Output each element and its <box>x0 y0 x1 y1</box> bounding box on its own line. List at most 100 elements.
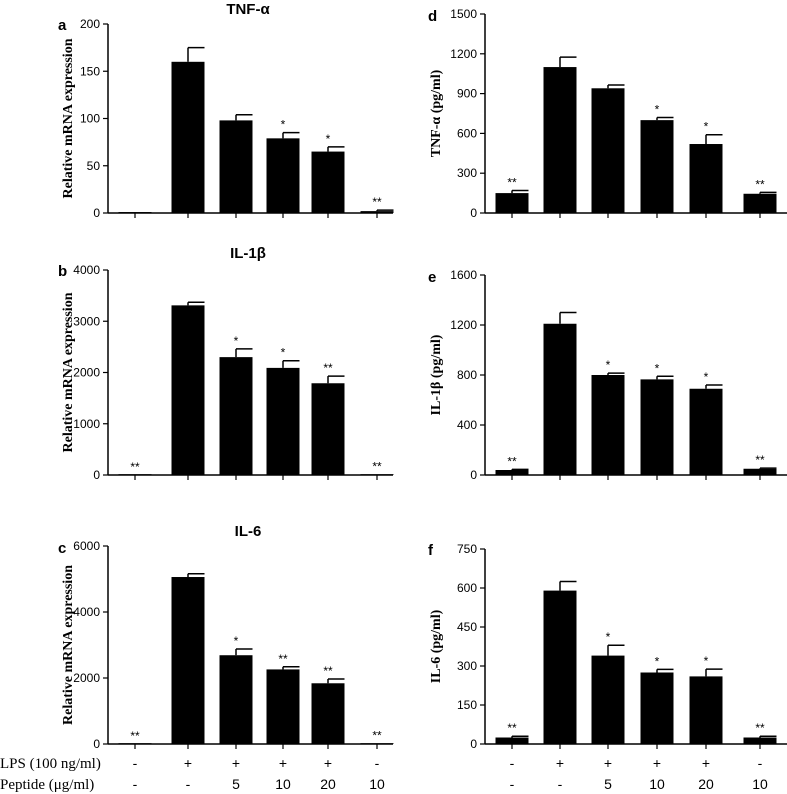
panel-letter: e <box>428 269 436 286</box>
condition-value: + <box>702 755 710 771</box>
panel-letter: a <box>58 17 67 34</box>
y-tick-label: 300 <box>457 659 477 673</box>
bar <box>266 138 300 213</box>
condition-value: 10 <box>369 776 385 792</box>
bar <box>591 88 625 213</box>
y-tick-label: 50 <box>87 159 101 173</box>
y-tick-label: 6000 <box>73 539 100 553</box>
y-tick-label: 1200 <box>450 47 477 61</box>
bar <box>640 120 674 213</box>
condition-value: 5 <box>232 776 240 792</box>
bar <box>219 655 253 744</box>
bar <box>360 743 394 744</box>
significance-marker: * <box>704 654 709 668</box>
significance-marker: * <box>281 118 286 132</box>
significance-marker: * <box>655 102 660 116</box>
bar <box>640 672 674 744</box>
y-tick-label: 1200 <box>450 318 477 332</box>
bar <box>360 474 394 475</box>
y-axis-label: Relative mRNA expression <box>61 292 76 452</box>
condition-row-label: LPS (100 ng/ml) <box>0 756 101 772</box>
y-tick-label: 4000 <box>73 605 100 619</box>
significance-marker: * <box>704 370 709 384</box>
y-tick-label: 600 <box>457 126 477 140</box>
condition-value: - <box>186 776 191 792</box>
condition-value: + <box>279 755 287 771</box>
y-tick-label: 0 <box>93 206 100 220</box>
bar <box>689 676 723 744</box>
panel-letter: c <box>58 540 66 557</box>
bar <box>219 120 253 213</box>
bar <box>543 590 577 744</box>
y-tick-label: 900 <box>457 87 477 101</box>
bar <box>171 305 205 475</box>
bar <box>171 61 205 213</box>
significance-marker: ** <box>130 729 140 743</box>
condition-value: + <box>324 755 332 771</box>
condition-value: - <box>510 755 515 771</box>
significance-marker: * <box>606 358 611 372</box>
y-tick-label: 0 <box>470 468 477 482</box>
y-tick-label: 750 <box>457 542 477 556</box>
condition-value: 20 <box>320 776 336 792</box>
bar <box>743 468 777 475</box>
y-tick-label: 1600 <box>450 268 477 282</box>
condition-value: + <box>184 755 192 771</box>
significance-marker: ** <box>278 652 288 666</box>
bar <box>495 193 529 213</box>
panel-letter: d <box>428 8 437 25</box>
significance-marker: * <box>234 334 239 348</box>
condition-value: + <box>556 755 564 771</box>
bar <box>266 669 300 744</box>
significance-marker: ** <box>372 459 382 473</box>
bar <box>543 67 577 213</box>
significance-marker: ** <box>507 721 517 735</box>
y-tick-label: 0 <box>470 737 477 751</box>
significance-marker: * <box>606 630 611 644</box>
y-tick-label: 2000 <box>73 366 100 380</box>
bar <box>360 211 394 213</box>
bar <box>689 144 723 213</box>
condition-row-label: Peptide (μg/ml) <box>0 777 94 793</box>
bar <box>219 357 253 475</box>
significance-marker: ** <box>372 195 382 209</box>
significance-marker: ** <box>755 453 765 467</box>
y-axis-label: IL-6 (pg/ml) <box>429 609 444 683</box>
y-tick-label: 400 <box>457 418 477 432</box>
y-tick-label: 0 <box>93 737 100 751</box>
bar <box>591 375 625 475</box>
significance-marker: ** <box>130 460 140 474</box>
panel-letter: f <box>428 542 434 559</box>
panel-title: IL-6 <box>235 523 262 540</box>
y-axis-label: Relative mRNA expression <box>61 565 76 725</box>
y-tick-label: 300 <box>457 166 477 180</box>
significance-marker: ** <box>755 721 765 735</box>
y-axis-label: IL-1β (pg/ml) <box>429 334 444 415</box>
significance-marker: * <box>655 361 660 375</box>
y-axis-label: TNF-α (pg/ml) <box>429 69 444 157</box>
y-tick-label: 150 <box>457 698 477 712</box>
condition-value: - <box>133 755 138 771</box>
bar <box>118 743 152 744</box>
bar <box>689 388 723 475</box>
condition-value: - <box>510 776 515 792</box>
significance-marker: * <box>326 132 331 146</box>
y-tick-label: 200 <box>80 17 100 31</box>
y-tick-label: 2000 <box>73 671 100 685</box>
bar <box>743 737 777 744</box>
y-tick-label: 600 <box>457 581 477 595</box>
y-axis-label: Relative mRNA expression <box>61 38 76 198</box>
condition-value: 20 <box>698 776 714 792</box>
y-tick-label: 1500 <box>450 7 477 21</box>
significance-marker: ** <box>755 177 765 191</box>
significance-marker: ** <box>507 175 517 189</box>
condition-value: + <box>604 755 612 771</box>
bar <box>743 193 777 213</box>
panel-letter: b <box>58 263 67 280</box>
y-tick-label: 0 <box>93 468 100 482</box>
bar <box>266 367 300 475</box>
panel-title: TNF-α <box>226 1 270 18</box>
condition-value: + <box>653 755 661 771</box>
significance-marker: * <box>281 346 286 360</box>
